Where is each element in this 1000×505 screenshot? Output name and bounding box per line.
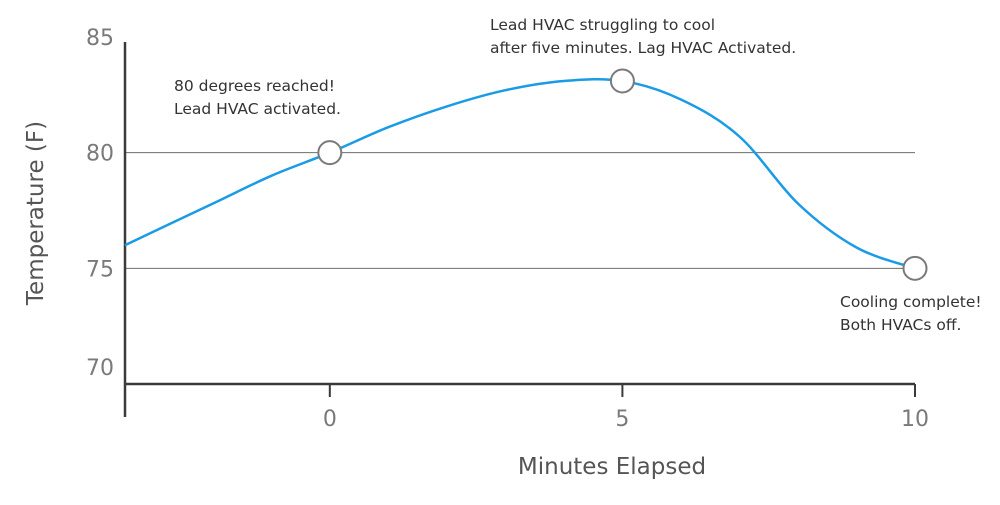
annotation-line: Lead HVAC activated. [174, 100, 341, 118]
y-axis-title: Temperature (F) [23, 121, 49, 306]
annotation-2: Cooling complete! Both HVACs off. [840, 293, 982, 334]
annotation-line: 80 degrees reached! [174, 77, 335, 95]
marker-point-1 [609, 68, 635, 94]
y-tick-label: 75 [86, 257, 114, 282]
annotation-line: after five minutes. Lag HVAC Activated. [490, 39, 796, 57]
annotation-0: 80 degrees reached! Lead HVAC activated. [174, 77, 341, 118]
x-axis-title: Minutes Elapsed [518, 454, 706, 480]
annotation-line: Cooling complete! [840, 293, 982, 311]
marker-point-0 [317, 140, 343, 166]
marker-point-2 [902, 255, 928, 281]
y-tick-label: 70 [86, 356, 114, 381]
y-tick-label: 85 [86, 26, 114, 51]
x-tick-label: 10 [901, 407, 929, 432]
x-tick-label: 0 [323, 407, 337, 432]
y-tick-label: 80 [86, 142, 114, 167]
annotation-line: Lead HVAC struggling to cool [490, 16, 715, 34]
x-tick-label: 5 [615, 407, 629, 432]
annotation-line: Both HVACs off. [840, 316, 961, 334]
series-line-0 [124, 77, 916, 270]
annotation-1: Lead HVAC struggling to cool after five m… [490, 16, 796, 57]
